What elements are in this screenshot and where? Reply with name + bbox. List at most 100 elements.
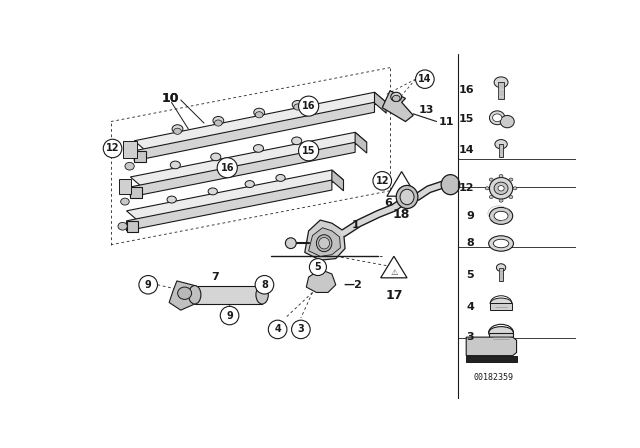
Ellipse shape <box>498 185 504 191</box>
Bar <box>489 333 513 341</box>
Polygon shape <box>131 187 142 198</box>
Text: 1: 1 <box>351 220 359 230</box>
Ellipse shape <box>178 287 191 299</box>
Polygon shape <box>134 92 386 151</box>
Circle shape <box>220 306 239 325</box>
Ellipse shape <box>276 174 285 181</box>
Bar <box>119 178 131 194</box>
Ellipse shape <box>214 120 222 126</box>
Text: 4: 4 <box>466 302 474 312</box>
Text: 8: 8 <box>261 280 268 290</box>
Ellipse shape <box>441 175 460 195</box>
Text: 8: 8 <box>466 238 474 249</box>
Polygon shape <box>332 170 344 191</box>
Ellipse shape <box>292 137 301 145</box>
Text: 9: 9 <box>466 211 474 221</box>
Ellipse shape <box>499 199 503 202</box>
Ellipse shape <box>253 108 264 116</box>
Text: 12: 12 <box>106 143 119 154</box>
Ellipse shape <box>189 285 201 304</box>
Polygon shape <box>307 269 336 293</box>
Polygon shape <box>381 256 407 278</box>
Bar <box>499 267 503 281</box>
Text: —2: —2 <box>344 280 362 290</box>
Text: 10: 10 <box>161 92 179 105</box>
Ellipse shape <box>167 196 177 203</box>
Ellipse shape <box>513 187 517 190</box>
Ellipse shape <box>400 189 414 205</box>
Polygon shape <box>387 172 417 196</box>
Circle shape <box>298 96 319 116</box>
Text: 18: 18 <box>393 208 410 221</box>
Text: 00182359: 00182359 <box>474 373 513 382</box>
Circle shape <box>415 70 434 88</box>
Ellipse shape <box>499 174 503 177</box>
Bar <box>123 141 136 158</box>
Ellipse shape <box>211 153 221 161</box>
Text: 3: 3 <box>298 324 304 334</box>
Ellipse shape <box>213 116 224 125</box>
Ellipse shape <box>509 178 513 181</box>
Text: 7: 7 <box>212 272 220 282</box>
Ellipse shape <box>490 207 513 224</box>
Ellipse shape <box>485 187 489 190</box>
Bar <box>498 82 504 99</box>
Ellipse shape <box>255 112 263 118</box>
Ellipse shape <box>495 140 508 149</box>
Ellipse shape <box>500 116 515 128</box>
Ellipse shape <box>391 92 402 102</box>
Polygon shape <box>308 228 340 256</box>
Ellipse shape <box>490 111 505 125</box>
Ellipse shape <box>316 235 332 252</box>
Ellipse shape <box>489 195 493 198</box>
Text: 5: 5 <box>467 270 474 280</box>
Text: 15: 15 <box>302 146 316 156</box>
Bar <box>490 303 512 310</box>
Polygon shape <box>131 132 367 187</box>
Ellipse shape <box>493 239 509 248</box>
Circle shape <box>268 320 287 339</box>
Bar <box>499 144 504 156</box>
Ellipse shape <box>285 238 296 249</box>
Ellipse shape <box>494 211 508 220</box>
Circle shape <box>217 158 237 178</box>
Polygon shape <box>131 142 355 197</box>
Ellipse shape <box>294 104 301 110</box>
Text: 14: 14 <box>418 74 431 84</box>
Polygon shape <box>374 92 386 113</box>
Polygon shape <box>466 337 516 356</box>
Polygon shape <box>134 151 146 162</box>
Ellipse shape <box>170 161 180 169</box>
Ellipse shape <box>490 298 512 309</box>
Ellipse shape <box>494 182 508 194</box>
Polygon shape <box>127 221 138 232</box>
Ellipse shape <box>319 237 330 249</box>
Text: ⚠: ⚠ <box>390 268 397 277</box>
Ellipse shape <box>490 177 513 199</box>
Text: 9: 9 <box>226 310 233 321</box>
Polygon shape <box>382 91 413 121</box>
Ellipse shape <box>396 185 418 208</box>
Ellipse shape <box>121 198 129 205</box>
Ellipse shape <box>494 77 508 88</box>
Polygon shape <box>305 220 345 260</box>
Text: 5: 5 <box>314 262 321 272</box>
Ellipse shape <box>489 327 513 339</box>
Text: 12: 12 <box>376 176 389 186</box>
Polygon shape <box>127 180 332 231</box>
Circle shape <box>373 172 392 190</box>
Ellipse shape <box>172 125 183 133</box>
Polygon shape <box>466 356 516 362</box>
Ellipse shape <box>392 95 400 102</box>
Text: 16: 16 <box>458 85 474 95</box>
Text: 10: 10 <box>161 92 179 105</box>
Text: 12: 12 <box>458 183 474 193</box>
Text: 16: 16 <box>221 163 234 173</box>
Text: 3: 3 <box>467 332 474 342</box>
Polygon shape <box>355 132 367 153</box>
Text: 16: 16 <box>302 101 316 111</box>
Ellipse shape <box>292 100 303 109</box>
Ellipse shape <box>208 188 218 195</box>
Text: ⚠: ⚠ <box>397 185 406 195</box>
Ellipse shape <box>489 236 513 251</box>
